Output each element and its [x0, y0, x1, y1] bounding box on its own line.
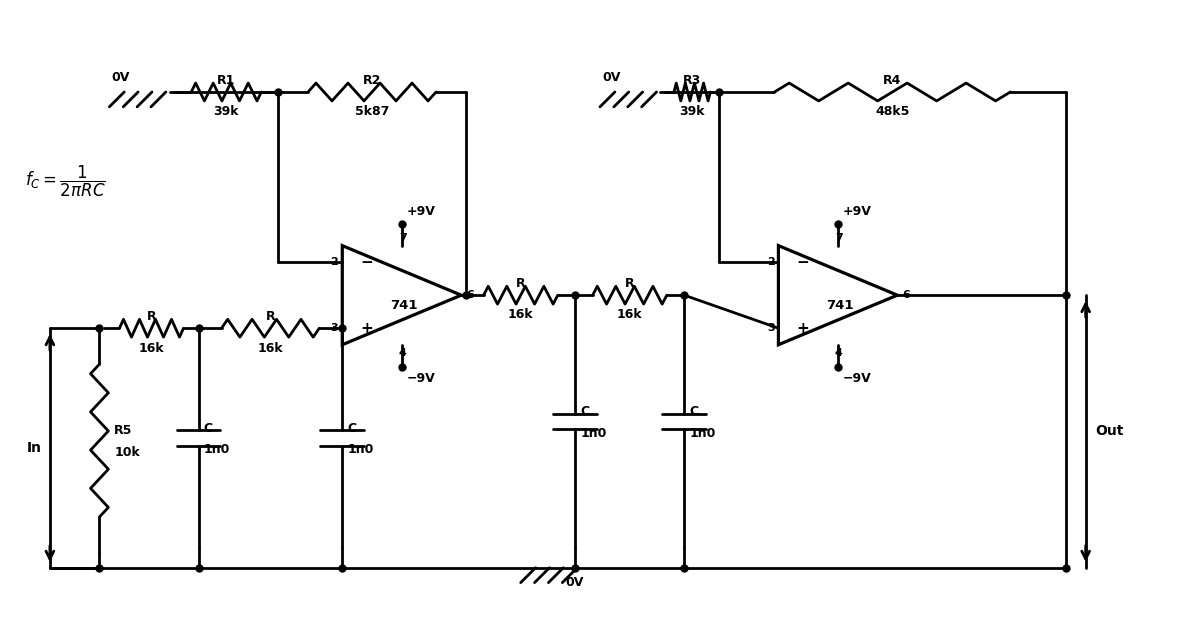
Text: 2: 2: [330, 257, 338, 267]
Text: R: R: [625, 277, 635, 290]
Text: R1: R1: [217, 74, 235, 86]
Text: −9V: −9V: [842, 372, 871, 386]
Text: R5: R5: [114, 424, 133, 437]
Text: 7: 7: [835, 232, 842, 243]
Text: R2: R2: [362, 74, 382, 86]
Text: C: C: [204, 421, 212, 435]
Text: +9V: +9V: [407, 205, 436, 218]
Text: 0V: 0V: [602, 71, 620, 84]
Text: 7: 7: [398, 232, 407, 243]
Text: 741: 741: [390, 299, 418, 312]
Text: +9V: +9V: [842, 205, 871, 218]
Text: 3: 3: [331, 323, 338, 333]
Text: C: C: [580, 405, 589, 418]
Text: 3: 3: [767, 323, 774, 333]
Text: R3: R3: [683, 74, 701, 86]
Text: In: In: [26, 441, 42, 455]
Text: 48k5: 48k5: [875, 105, 910, 118]
Text: C: C: [347, 421, 356, 435]
Text: 0V: 0V: [112, 71, 130, 84]
Text: 16k: 16k: [617, 309, 642, 321]
Text: 1n0: 1n0: [347, 444, 373, 457]
Text: R: R: [146, 310, 156, 323]
Text: 4: 4: [835, 348, 842, 358]
Text: 1n0: 1n0: [580, 427, 606, 440]
Text: 5k87: 5k87: [355, 105, 389, 118]
Text: Out: Out: [1096, 425, 1124, 438]
Text: R: R: [265, 310, 275, 323]
Text: 0V: 0V: [565, 576, 583, 588]
Text: −: −: [797, 255, 809, 270]
Text: $f_C = \dfrac{1}{2\pi RC}$: $f_C = \dfrac{1}{2\pi RC}$: [25, 164, 106, 199]
Text: 16k: 16k: [258, 341, 283, 355]
Text: 39k: 39k: [679, 105, 704, 118]
Text: 1n0: 1n0: [204, 444, 230, 457]
Text: +: +: [797, 321, 809, 336]
Text: −: −: [360, 255, 373, 270]
Text: C: C: [689, 405, 698, 418]
Text: −9V: −9V: [407, 372, 436, 386]
Text: 741: 741: [827, 299, 854, 312]
Text: 16k: 16k: [139, 341, 164, 355]
Text: R: R: [516, 277, 526, 290]
Text: 6: 6: [902, 290, 910, 300]
Text: 10k: 10k: [114, 446, 140, 459]
Text: 6: 6: [466, 290, 474, 300]
Text: 2: 2: [767, 257, 774, 267]
Text: +: +: [360, 321, 373, 336]
Text: 16k: 16k: [508, 309, 534, 321]
Text: 39k: 39k: [214, 105, 239, 118]
Text: 4: 4: [398, 348, 407, 358]
Text: 1n0: 1n0: [689, 427, 715, 440]
Text: R4: R4: [883, 74, 901, 86]
